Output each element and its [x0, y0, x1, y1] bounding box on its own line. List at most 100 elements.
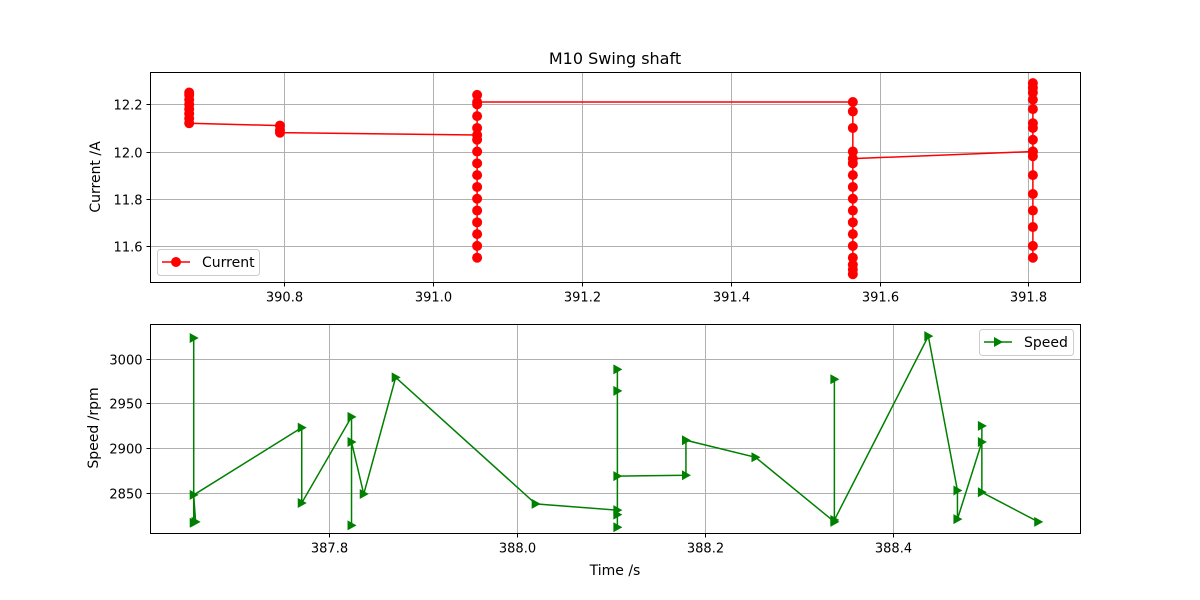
- y-tick-label: 12.0: [114, 147, 143, 162]
- current-chart: M10 Swing shaft Current /A 390.8 391.0 391…: [88, 49, 1081, 306]
- data-point: [613, 509, 623, 520]
- data-point: [472, 229, 483, 240]
- data-point: [681, 470, 691, 481]
- plot-frame: [150, 72, 1081, 283]
- data-point: [847, 205, 858, 216]
- data-point: [1027, 78, 1038, 89]
- data-point: [274, 127, 285, 138]
- data-point: [189, 332, 199, 343]
- data-point: [191, 516, 201, 527]
- data-point: [359, 489, 369, 500]
- y-tick-label: 11.6: [114, 241, 143, 256]
- series-layer: [189, 331, 1044, 533]
- data-point: [847, 240, 858, 251]
- data-point: [1027, 94, 1038, 105]
- data-point: [613, 364, 623, 375]
- data-point: [847, 193, 858, 204]
- ticks: 390.8 391.0 391.2 391.4 391.6 391.8 11.6 11.8 12…: [114, 99, 1048, 306]
- data-point: [847, 96, 858, 107]
- data-point: [472, 240, 483, 251]
- data-point: [847, 170, 858, 181]
- data-point: [1027, 170, 1038, 181]
- data-point: [847, 252, 858, 263]
- y-tick-label: 12.2: [114, 99, 143, 114]
- data-point: [472, 89, 483, 100]
- data-point: [1027, 134, 1038, 145]
- data-point: [297, 422, 307, 433]
- y-tick-label: 2850: [109, 488, 142, 503]
- data-point: [1027, 189, 1038, 200]
- x-tick-label: 388.4: [875, 542, 912, 557]
- data-point: [347, 411, 357, 422]
- data-point: [977, 487, 987, 498]
- data-point: [847, 146, 858, 157]
- data-point: [1027, 222, 1038, 233]
- x-tick-label: 391.0: [415, 291, 452, 306]
- data-point: [472, 122, 483, 133]
- data-point: [472, 205, 483, 216]
- data-point: [472, 96, 483, 107]
- y-axis-label: Current /A: [88, 141, 104, 213]
- data-point: [977, 437, 987, 448]
- x-axis-label: Time /s: [589, 563, 641, 579]
- x-tick-label: 388.0: [499, 542, 536, 557]
- legend: Speed: [979, 329, 1074, 356]
- legend-box: [979, 329, 1074, 356]
- ticks: 387.8 388.0 388.2 388.4 2850 2900 2950 3000: [109, 354, 912, 557]
- data-point: [347, 520, 357, 531]
- data-point: [472, 134, 483, 145]
- legend: Current: [157, 249, 260, 276]
- data-point: [472, 146, 483, 157]
- data-point: [472, 252, 483, 263]
- data-point: [472, 217, 483, 228]
- data-point: [613, 385, 623, 396]
- data-point: [347, 437, 357, 448]
- data-point: [847, 269, 858, 280]
- legend-box: [157, 249, 260, 276]
- data-point: [847, 229, 858, 240]
- x-tick-label: 391.4: [713, 291, 750, 306]
- data-point: [924, 331, 934, 342]
- legend-label-speed: Speed: [1024, 335, 1068, 351]
- x-tick-label: 391.2: [564, 291, 601, 306]
- data-point: [472, 111, 483, 122]
- data-point: [184, 87, 195, 98]
- x-tick-label: 388.2: [687, 542, 724, 557]
- data-point: [472, 181, 483, 192]
- data-point: [1027, 252, 1038, 263]
- data-point: [1034, 516, 1044, 527]
- data-point: [847, 181, 858, 192]
- x-tick-label: 387.8: [311, 542, 348, 557]
- data-point: [847, 259, 858, 270]
- y-tick-label: 3000: [109, 354, 142, 369]
- x-tick-label: 390.8: [266, 291, 303, 306]
- data-point: [391, 372, 401, 383]
- series-layer: [184, 78, 1038, 280]
- data-point: [1027, 122, 1038, 133]
- data-point: [830, 374, 840, 385]
- data-point: [472, 170, 483, 181]
- data-point: [977, 420, 987, 431]
- data-point: [1027, 205, 1038, 216]
- data-point: [472, 193, 483, 204]
- data-point: [1027, 240, 1038, 251]
- data-point: [184, 118, 195, 129]
- data-point: [751, 452, 761, 463]
- chart-title: M10 Swing shaft: [549, 49, 681, 68]
- grid: [150, 324, 1081, 534]
- x-tick-label: 391.8: [1010, 291, 1047, 306]
- data-point: [472, 158, 483, 169]
- data-point: [189, 489, 199, 500]
- legend-label-current: Current: [202, 255, 255, 271]
- data-point: [847, 217, 858, 228]
- data-point: [830, 515, 840, 526]
- data-point: [847, 153, 858, 164]
- data-point: [681, 435, 691, 446]
- data-point: [297, 498, 307, 509]
- data-point: [847, 106, 858, 117]
- data-point: [531, 498, 541, 509]
- y-axis-label: Speed /rpm: [86, 387, 102, 468]
- data-point: [1027, 104, 1038, 115]
